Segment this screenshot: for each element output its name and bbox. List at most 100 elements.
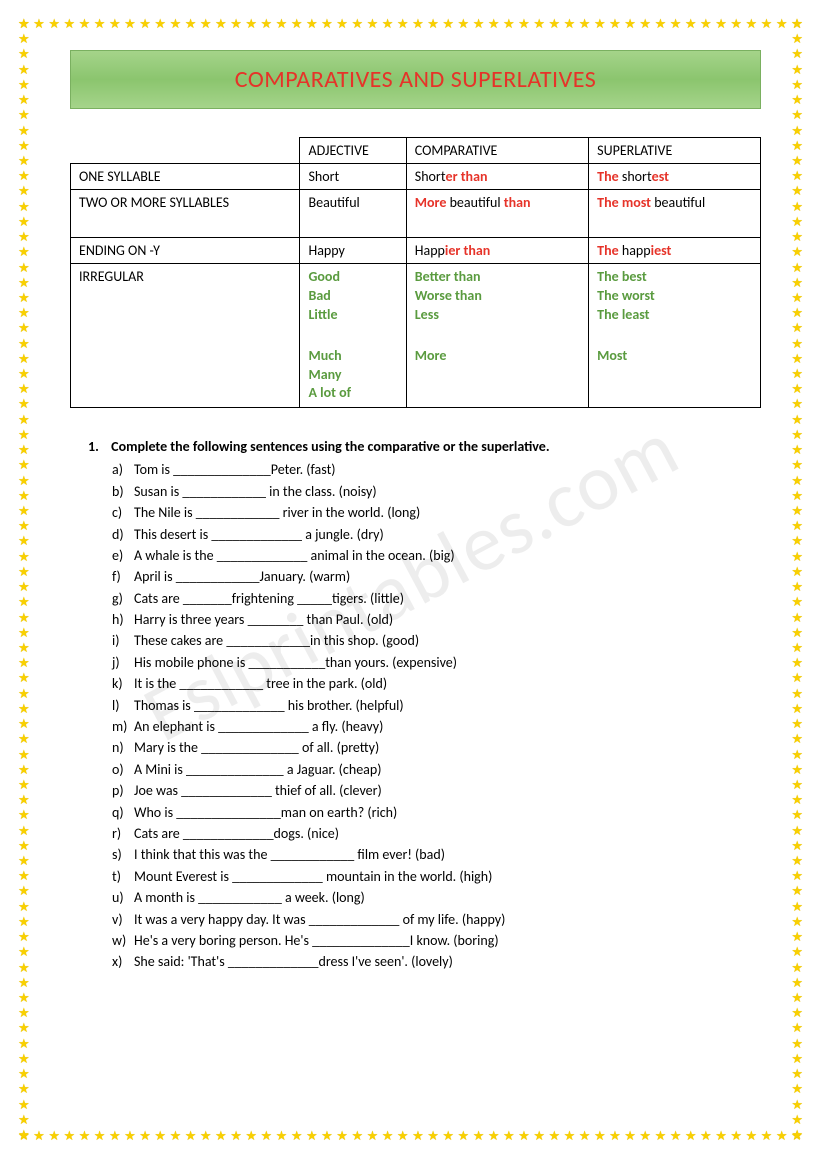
cell-adj: Happy	[300, 238, 406, 264]
cell-adj: Short	[300, 164, 406, 190]
row-label: TWO OR MORE SYLLABLES	[71, 190, 300, 238]
item-text: Mary is the ______________ of all. (pret…	[134, 739, 379, 756]
row-label: ENDING ON -Y	[71, 238, 300, 264]
list-item: p)Joe was _____________ thief of all. (c…	[112, 782, 761, 801]
irr-sup: The bestThe worstThe least Most	[589, 264, 761, 408]
irregular-item: Good	[308, 268, 397, 287]
item-label: g)	[112, 590, 134, 609]
irregular-row: IRREGULAR GoodBadLittle MuchManyA lot of…	[71, 264, 761, 408]
irregular-item: The least	[597, 306, 752, 325]
item-label: s)	[112, 846, 134, 865]
cell-comp: Happier than	[406, 238, 588, 264]
list-item: t)Mount Everest is _____________ mountai…	[112, 868, 761, 887]
item-label: q)	[112, 804, 134, 823]
item-text: It was a very happy day. It was ________…	[134, 911, 505, 928]
item-text: Thomas is _____________ his brother. (he…	[134, 697, 404, 714]
item-label: j)	[112, 654, 134, 673]
item-text: Harry is three years ________ than Paul.…	[134, 611, 393, 628]
irregular-item: Much	[308, 347, 397, 366]
list-item: n)Mary is the ______________ of all. (pr…	[112, 739, 761, 758]
cell-sup: The shortest	[589, 164, 761, 190]
item-label: h)	[112, 611, 134, 630]
irregular-item: The worst	[597, 287, 752, 306]
item-text: The Nile is ____________ river in the wo…	[134, 504, 420, 521]
irregular-item: Less	[415, 306, 580, 325]
exercise-list: a)Tom is ______________Peter. (fast) b)Su…	[70, 461, 761, 972]
irregular-item: More	[415, 347, 580, 366]
item-label: n)	[112, 739, 134, 758]
irregular-item: Most	[597, 347, 752, 366]
table-row: TWO OR MORE SYLLABLESBeautifulMore beaut…	[71, 190, 761, 238]
item-label: e)	[112, 547, 134, 566]
item-label: c)	[112, 504, 134, 523]
list-item: q)Who is _______________man on earth? (r…	[112, 804, 761, 823]
item-text: This desert is _____________ a jungle. (…	[134, 526, 384, 543]
item-text: He's a very boring person. He's ________…	[134, 932, 499, 949]
rules-table: ADJECTIVE COMPARATIVE SUPERLATIVE ONE SY…	[70, 137, 761, 408]
cell-comp: Shorter than	[406, 164, 588, 190]
table-row: ONE SYLLABLEShortShorter thanThe shortes…	[71, 164, 761, 190]
cell-sup: The happiest	[589, 238, 761, 264]
list-item: a)Tom is ______________Peter. (fast)	[112, 461, 761, 480]
row-label: ONE SYLLABLE	[71, 164, 300, 190]
worksheet-page: Eslprintables.com COMPARATIVES AND SUPER…	[0, 0, 821, 1161]
item-text: She said: 'That's _____________dress I'v…	[134, 953, 453, 970]
item-text: A whale is the _____________ animal in t…	[134, 547, 455, 564]
irregular-item: Bad	[308, 287, 397, 306]
item-label: v)	[112, 911, 134, 930]
item-text: Cats are _______frightening _____tigers.…	[134, 590, 404, 607]
irregular-item: Many	[308, 366, 397, 385]
exercise-instruction: Complete the following sentences using t…	[111, 438, 549, 455]
irregular-item: Better than	[415, 268, 580, 287]
item-label: l)	[112, 697, 134, 716]
list-item: o)A Mini is ______________ a Jaguar. (ch…	[112, 761, 761, 780]
list-item: g)Cats are _______frightening _____tiger…	[112, 590, 761, 609]
item-text: I think that this was the ____________ f…	[134, 846, 445, 863]
corner-cell	[71, 138, 300, 164]
item-text: Mount Everest is _____________ mountain …	[134, 868, 492, 885]
list-item: x)She said: 'That's _____________dress I…	[112, 953, 761, 972]
item-label: f)	[112, 568, 134, 587]
table-row: ENDING ON -YHappyHappier thanThe happies…	[71, 238, 761, 264]
exercise-heading: 1. Complete the following sentences usin…	[70, 438, 761, 455]
item-text: An elephant is _____________ a fly. (hea…	[134, 718, 383, 735]
cell-sup: The most beautiful	[589, 190, 761, 238]
item-label: d)	[112, 526, 134, 545]
list-item: r)Cats are _____________dogs. (nice)	[112, 825, 761, 844]
exercise-number: 1.	[88, 438, 108, 455]
list-item: e)A whale is the _____________ animal in…	[112, 547, 761, 566]
irregular-item: Worse than	[415, 287, 580, 306]
col-adjective: ADJECTIVE	[300, 138, 406, 164]
table-header-row: ADJECTIVE COMPARATIVE SUPERLATIVE	[71, 138, 761, 164]
item-text: A Mini is ______________ a Jaguar. (chea…	[134, 761, 381, 778]
item-text: A month is ____________ a week. (long)	[134, 889, 365, 906]
irr-comp: Better thanWorse thanLess More	[406, 264, 588, 408]
item-text: Cats are _____________dogs. (nice)	[134, 825, 339, 842]
irr-adj: GoodBadLittle MuchManyA lot of	[300, 264, 406, 408]
item-text: His mobile phone is ___________than your…	[134, 654, 457, 671]
list-item: w)He's a very boring person. He's ______…	[112, 932, 761, 951]
item-label: t)	[112, 868, 134, 887]
list-item: c)The Nile is ____________ river in the …	[112, 504, 761, 523]
item-text: Susan is ____________ in the class. (noi…	[134, 483, 377, 500]
cell-comp: More beautiful than	[406, 190, 588, 238]
list-item: j)His mobile phone is ___________than yo…	[112, 654, 761, 673]
list-item: v)It was a very happy day. It was ______…	[112, 911, 761, 930]
list-item: f)April is ____________January. (warm)	[112, 568, 761, 587]
item-text: Who is _______________man on earth? (ric…	[134, 804, 397, 821]
list-item: l)Thomas is _____________ his brother. (…	[112, 697, 761, 716]
item-label: m)	[112, 718, 134, 737]
item-text: April is ____________January. (warm)	[134, 568, 350, 585]
irregular-item: A lot of	[308, 384, 397, 403]
list-item: m)An elephant is _____________ a fly. (h…	[112, 718, 761, 737]
page-title: COMPARATIVES AND SUPERLATIVES	[81, 65, 750, 94]
irregular-item: Little	[308, 306, 397, 325]
item-label: o)	[112, 761, 134, 780]
item-text: Joe was _____________ thief of all. (cle…	[134, 782, 382, 799]
item-label: b)	[112, 483, 134, 502]
item-label: p)	[112, 782, 134, 801]
item-text: These cakes are ____________in this shop…	[134, 632, 419, 649]
list-item: h)Harry is three years ________ than Pau…	[112, 611, 761, 630]
list-item: k)It is the ____________ tree in the par…	[112, 675, 761, 694]
item-label: u)	[112, 889, 134, 908]
